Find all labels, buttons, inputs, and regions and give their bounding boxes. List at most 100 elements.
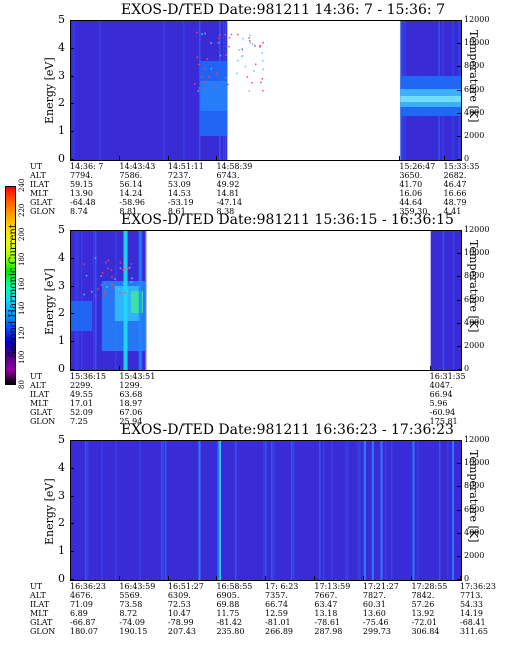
ephemeris-value: 41.70	[399, 180, 423, 189]
panel-2-title: EXOS-D/TED Date:981211 15:36:15 - 16:36:…	[121, 212, 454, 228]
spectrogram-dot	[219, 34, 221, 36]
y2-tick	[457, 230, 461, 231]
y2-tick-label: 8000	[464, 481, 485, 491]
ephemeris-value: 5569.	[119, 591, 143, 600]
spectrogram-streak	[225, 441, 227, 580]
ephemeris-value: 15:36:15	[70, 372, 106, 381]
y2-tick-label: 8000	[464, 271, 485, 281]
ephemeris-value: 71.09	[70, 600, 93, 609]
ephemeris-value: 6743.	[216, 171, 240, 180]
spectrogram-streak	[380, 441, 383, 580]
spectrogram-dot	[110, 269, 113, 271]
spectrogram-dot	[224, 33, 227, 36]
ephemeris-value: 8.72	[119, 609, 138, 618]
spectrogram-dot	[251, 43, 254, 45]
ephemeris-value: 7794.	[70, 171, 93, 180]
spectrogram-streak	[452, 231, 455, 370]
x-tick	[265, 576, 266, 580]
y2-tick	[457, 509, 461, 511]
ephemeris-value: 25.94	[119, 417, 143, 426]
spectrogram-streak	[135, 441, 137, 580]
ephemeris-value: -81.42	[216, 618, 243, 627]
ephemeris-label: MLT	[30, 189, 49, 198]
ephemeris-column: 15:26:47 3650. 41.70 16.06 44.64 359.30	[399, 162, 435, 216]
spectrogram-dot	[242, 38, 244, 40]
spectrogram-dot	[236, 72, 238, 75]
spectrogram-streak	[331, 441, 333, 580]
ephemeris-column: 17:36:23 7713. 54.33 14.19 -68.41 311.65	[460, 582, 496, 636]
spectrogram-dot	[106, 286, 108, 288]
x-tick	[460, 576, 461, 580]
y2-tick	[457, 555, 461, 557]
spectrogram-dot	[100, 284, 103, 286]
x-tick	[70, 156, 71, 160]
spectrogram-dot	[118, 288, 120, 290]
spectrogram-streak	[109, 21, 111, 160]
ephemeris-label: ALT	[30, 591, 46, 600]
spectrogram-dot	[241, 55, 243, 58]
ephemeris-value: 44.64	[399, 198, 423, 207]
y2-tick-label: 10000	[464, 458, 490, 468]
colorbar-tick-label: 140	[18, 301, 26, 316]
y-tick	[70, 341, 74, 343]
spectrogram-streak	[203, 441, 205, 580]
y-tick	[70, 467, 74, 469]
y-tick-label: 3	[58, 278, 65, 292]
spectrogram-streak	[357, 441, 359, 580]
y-tick	[70, 103, 74, 105]
y-tick	[70, 551, 74, 553]
spectrogram-streak	[175, 21, 177, 160]
spectrogram-dot	[262, 68, 265, 71]
ephemeris-value: 359.30	[399, 207, 428, 216]
spectrogram-dot	[201, 33, 203, 35]
ephemeris-value: 8.61	[167, 207, 186, 216]
spectrogram-dot	[119, 261, 122, 264]
spectrogram-dot	[201, 75, 203, 78]
y-tick	[70, 579, 74, 580]
ephemeris-value: 17:28:55	[411, 582, 448, 591]
spectrogram-streak	[79, 21, 81, 160]
spectrogram-streak	[265, 441, 267, 580]
ephemeris-value: 72.53	[167, 600, 191, 609]
y2-tick	[457, 135, 461, 137]
ephemeris-value: 287.98	[314, 627, 343, 636]
spectrogram-streak	[219, 441, 221, 580]
y-tick	[70, 20, 74, 21]
ephemeris-label: ILAT	[30, 600, 50, 609]
ephemeris-value: 48.79	[443, 198, 467, 207]
ephemeris-value: 57.26	[411, 600, 435, 609]
y-tick-label: 2	[58, 96, 65, 110]
x-tick	[429, 366, 431, 370]
x-tick	[119, 366, 121, 370]
ephemeris-value: 235.80	[216, 627, 245, 636]
ephemeris-label: GLAT	[30, 408, 53, 417]
spectrogram-streak	[319, 441, 321, 580]
spectrogram-dot	[249, 42, 252, 44]
y-tick	[70, 257, 74, 259]
ephemeris-column: 16:31:35 4047. 66.94 5.96 -60.94 175.81	[430, 372, 466, 426]
ephemeris-column: 17: 6:23 7357. 66.74 12.59 -81.01 266.89	[265, 582, 298, 636]
spectrogram-streak	[323, 441, 325, 580]
spectrogram-dot	[261, 78, 264, 80]
ephemeris-column: 16:58:55 6905. 69.88 11.75 -81.42 235.80	[216, 582, 252, 636]
spectrogram-streak	[83, 21, 85, 160]
panel-3-spectrogram	[70, 440, 462, 581]
y-tick	[70, 230, 74, 231]
spectrogram-dot	[262, 41, 264, 44]
y2-tick	[457, 440, 461, 441]
ephemeris-value: 13.92	[411, 609, 435, 618]
spectrogram-dot	[94, 257, 97, 259]
ephemeris-value: 49.92	[216, 180, 240, 189]
spectrogram-dot	[259, 46, 261, 48]
spectrogram-streak	[73, 231, 75, 370]
spectrogram-streak	[285, 441, 287, 580]
x-tick	[70, 576, 71, 580]
ephemeris-value: 18.97	[119, 399, 143, 408]
ephemeris-label: ALT	[30, 171, 46, 180]
ephemeris-value: 11.75	[216, 609, 240, 618]
y-tick-label: 2	[58, 516, 65, 530]
x-tick	[119, 156, 121, 160]
ephemeris-value: 8.38	[216, 207, 235, 216]
spectrogram-streak	[371, 441, 374, 580]
ephemeris-value: 1299.	[119, 381, 143, 390]
